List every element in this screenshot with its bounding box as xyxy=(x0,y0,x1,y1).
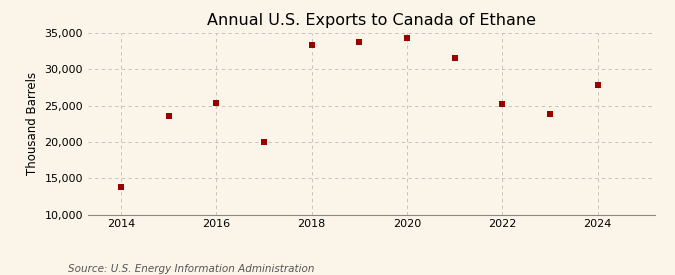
Point xyxy=(592,82,603,87)
Title: Annual U.S. Exports to Canada of Ethane: Annual U.S. Exports to Canada of Ethane xyxy=(207,13,536,28)
Point xyxy=(450,56,460,60)
Point xyxy=(211,101,222,106)
Point xyxy=(259,140,269,144)
Point xyxy=(115,185,126,189)
Text: Source: U.S. Energy Information Administration: Source: U.S. Energy Information Administ… xyxy=(68,264,314,274)
Y-axis label: Thousand Barrels: Thousand Barrels xyxy=(26,72,38,175)
Point xyxy=(402,36,412,40)
Point xyxy=(354,40,364,44)
Point xyxy=(545,112,556,117)
Point xyxy=(306,43,317,48)
Point xyxy=(497,102,508,106)
Point xyxy=(163,114,174,118)
